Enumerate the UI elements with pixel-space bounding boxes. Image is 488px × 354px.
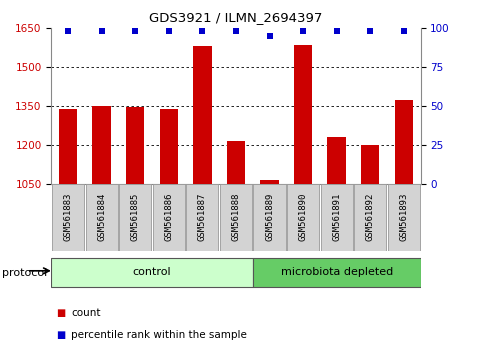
Text: GSM561886: GSM561886 (164, 192, 173, 241)
Text: ■: ■ (56, 308, 65, 318)
Bar (293, 45, 312, 184)
Point (399, 29, 407, 34)
Bar (226, 141, 244, 184)
Point (164, 29, 172, 34)
Text: GSM561883: GSM561883 (63, 192, 73, 241)
Bar (394, 100, 412, 184)
Text: percentile rank within the sample: percentile rank within the sample (71, 330, 246, 339)
FancyBboxPatch shape (152, 184, 184, 251)
Title: GDS3921 / ILMN_2694397: GDS3921 / ILMN_2694397 (149, 11, 322, 24)
Bar (360, 145, 379, 184)
Point (98, 29, 105, 34)
Text: GSM561889: GSM561889 (264, 192, 273, 241)
FancyBboxPatch shape (286, 184, 319, 251)
Text: GSM561893: GSM561893 (398, 192, 407, 241)
Bar (327, 137, 345, 184)
FancyBboxPatch shape (85, 184, 118, 251)
Point (198, 29, 206, 34)
Bar (59, 109, 77, 184)
Point (131, 29, 139, 34)
Text: GSM561892: GSM561892 (365, 192, 374, 241)
FancyBboxPatch shape (320, 184, 352, 251)
Bar (92, 106, 111, 184)
Bar (193, 46, 211, 184)
Bar (126, 108, 144, 184)
Bar (260, 180, 278, 184)
Bar (159, 109, 178, 184)
FancyBboxPatch shape (119, 184, 151, 251)
Point (265, 33, 273, 39)
Point (366, 29, 373, 34)
FancyBboxPatch shape (220, 184, 251, 251)
Text: GSM561884: GSM561884 (97, 192, 106, 241)
Text: count: count (71, 308, 100, 318)
Point (64, 29, 72, 34)
Text: GSM561891: GSM561891 (331, 192, 341, 241)
FancyBboxPatch shape (253, 184, 285, 251)
Point (232, 29, 240, 34)
Text: GSM561885: GSM561885 (130, 192, 140, 241)
FancyBboxPatch shape (186, 184, 218, 251)
Point (299, 29, 306, 34)
FancyBboxPatch shape (51, 258, 252, 287)
FancyBboxPatch shape (353, 184, 386, 251)
Text: microbiota depleted: microbiota depleted (280, 267, 392, 277)
Text: control: control (132, 267, 171, 277)
Text: GSM561890: GSM561890 (298, 192, 307, 241)
Text: GSM561888: GSM561888 (231, 192, 240, 241)
Text: GSM561887: GSM561887 (198, 192, 206, 241)
Text: ■: ■ (56, 330, 65, 339)
Text: protocol: protocol (2, 268, 48, 278)
FancyBboxPatch shape (52, 184, 84, 251)
Point (332, 29, 340, 34)
FancyBboxPatch shape (252, 258, 420, 287)
FancyBboxPatch shape (387, 184, 419, 251)
